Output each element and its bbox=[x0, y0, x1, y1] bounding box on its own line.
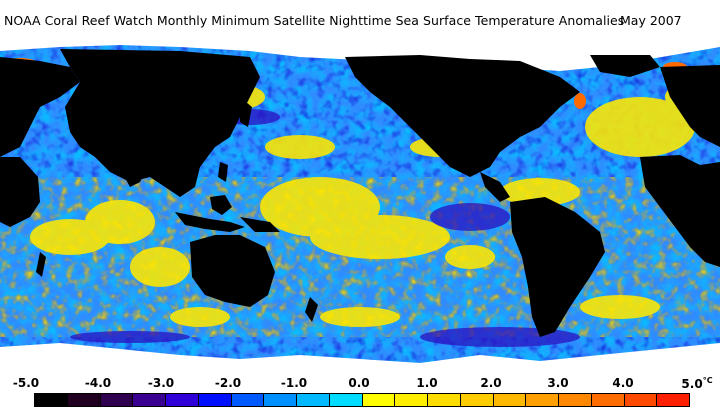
australia bbox=[190, 235, 275, 307]
tick-label: 4.0 bbox=[612, 376, 634, 390]
colorbar-swatch bbox=[133, 394, 166, 406]
colorbar-swatch bbox=[297, 394, 330, 406]
tick-label: -1.0 bbox=[280, 376, 308, 390]
borneo bbox=[210, 195, 232, 215]
tick-label: 3.0 bbox=[547, 376, 569, 390]
new-zealand bbox=[305, 297, 318, 322]
tick-label: -3.0 bbox=[147, 376, 175, 390]
central-america bbox=[480, 172, 510, 202]
colorbar-swatch bbox=[100, 394, 134, 406]
greenland bbox=[590, 55, 660, 77]
south-america bbox=[510, 197, 605, 337]
tick-label: 5.0 bbox=[681, 377, 703, 391]
colorbar-swatch bbox=[362, 394, 396, 406]
africa-west-edge bbox=[0, 57, 80, 157]
antarctic-ice bbox=[0, 343, 720, 370]
asia-landmass bbox=[60, 49, 260, 197]
unit-label: °C bbox=[702, 376, 713, 385]
colorbar-swatch bbox=[35, 394, 68, 406]
map-title: NOAA Coral Reef Watch Monthly Minimum Sa… bbox=[4, 13, 625, 28]
colorbar-swatch bbox=[591, 394, 625, 406]
arctic-ice bbox=[0, 37, 720, 71]
landmasses bbox=[0, 49, 720, 337]
tick-label: 1.0 bbox=[416, 376, 438, 390]
madagascar bbox=[36, 252, 46, 277]
colorbar-swatch bbox=[166, 394, 199, 406]
map-date: May 2007 bbox=[620, 13, 682, 28]
tick-label: 0.0 bbox=[348, 376, 370, 390]
tick-label: 2.0 bbox=[480, 376, 502, 390]
japan bbox=[240, 97, 252, 127]
philippines bbox=[218, 162, 228, 182]
tick-label: -5.0 bbox=[12, 376, 40, 390]
colorbar-swatch bbox=[526, 394, 559, 406]
warm-anomaly-texture bbox=[0, 177, 720, 337]
colorbar-swatch bbox=[67, 394, 101, 406]
colorbar-swatch bbox=[395, 394, 428, 406]
colorbar-swatch bbox=[559, 394, 592, 406]
colorbar-swatch bbox=[460, 394, 494, 406]
colorbar-swatch bbox=[198, 394, 232, 406]
tick-label-max: 5.0°C bbox=[681, 376, 712, 391]
colorbar-swatch bbox=[657, 394, 689, 406]
colorbar-swatch bbox=[264, 394, 297, 406]
colorbar-swatch bbox=[329, 394, 363, 406]
india bbox=[120, 147, 150, 187]
colorbar-swatch bbox=[231, 394, 265, 406]
africa-east bbox=[0, 157, 40, 227]
tick-label: -2.0 bbox=[214, 376, 242, 390]
colorbar-tick-labels: -5.0 -4.0 -3.0 -2.0 -1.0 0.0 1.0 2.0 3.0… bbox=[0, 376, 720, 392]
tick-label: -4.0 bbox=[84, 376, 112, 390]
colorbar-swatch bbox=[428, 394, 461, 406]
colorbar-swatch bbox=[624, 394, 658, 406]
colorbar-swatch bbox=[493, 394, 527, 406]
sst-anomaly-map bbox=[0, 37, 720, 370]
new-guinea bbox=[240, 217, 280, 232]
indonesia bbox=[175, 212, 245, 232]
europe-right bbox=[660, 65, 720, 147]
africa-right bbox=[640, 155, 720, 267]
sst-anomaly-map-svg bbox=[0, 37, 720, 370]
colorbar bbox=[34, 393, 690, 407]
north-america bbox=[345, 55, 580, 177]
